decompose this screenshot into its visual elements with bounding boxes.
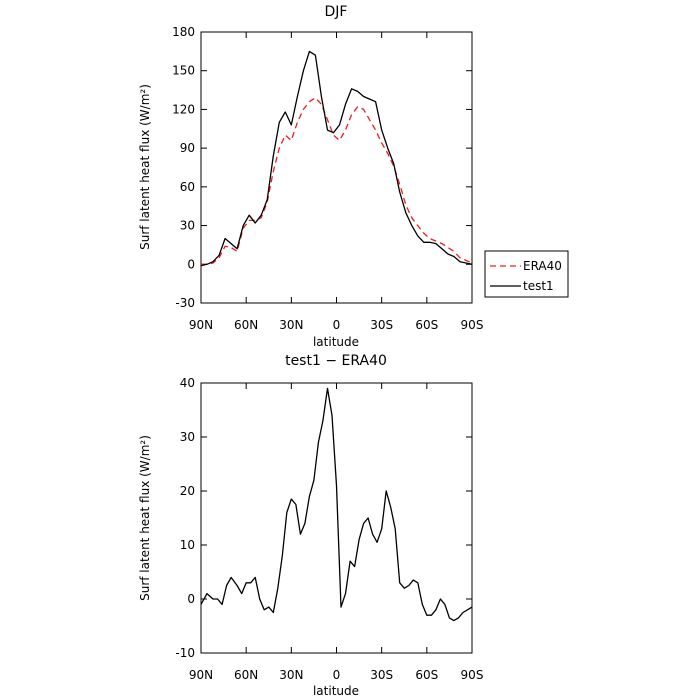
x-axis-label: latitude xyxy=(313,684,359,698)
x-tick-label: 30N xyxy=(279,668,303,682)
difference-panel: test1 − ERA40 -10 0 10 20 30 40 90N 60N 30N 0 30S… xyxy=(138,353,483,698)
y-tick-label: 0 xyxy=(187,592,195,606)
x-tick-label: 90S xyxy=(461,318,484,332)
y-tick-label: 30 xyxy=(180,219,195,233)
x-tick-label: 60S xyxy=(415,668,438,682)
series-line-test1 xyxy=(200,50,473,267)
legend: ERA40 test1 xyxy=(484,250,569,298)
plot-frame xyxy=(200,31,473,304)
x-axis-label: latitude xyxy=(313,335,359,349)
y-tick-label: 10 xyxy=(180,538,195,552)
x-tick-label: 0 xyxy=(333,318,341,332)
x-tick-label: 30S xyxy=(370,318,393,332)
x-tick-label: 60S xyxy=(415,318,438,332)
legend-label-test1: test1 xyxy=(523,279,554,293)
x-axis: 90N 60N 30N 0 30S 60S 90S xyxy=(189,383,484,682)
y-axis-label: Surf latent heat flux (W/m²) xyxy=(138,84,152,250)
x-tick-label: 60N xyxy=(234,318,258,332)
series-layer xyxy=(200,50,473,267)
y-axis: -10 0 10 20 30 40 xyxy=(175,376,472,660)
chart-title: DJF xyxy=(325,4,348,20)
x-tick-label: 90S xyxy=(461,668,484,682)
y-tick-label: 30 xyxy=(180,430,195,444)
y-tick-label: 0 xyxy=(187,257,195,271)
y-tick-label: 40 xyxy=(180,376,195,390)
y-tick-label: 150 xyxy=(172,64,195,78)
series-line-era40 xyxy=(201,97,473,265)
legend-label-era40: ERA40 xyxy=(523,259,562,273)
y-tick-label: 90 xyxy=(180,141,195,155)
x-tick-label: 0 xyxy=(333,668,341,682)
series-layer xyxy=(200,387,473,622)
plot-frame xyxy=(200,382,473,654)
x-axis: 90N 60N 30N 0 30S 60S 90S xyxy=(189,32,484,332)
y-tick-label: -30 xyxy=(175,296,195,310)
y-tick-label: -10 xyxy=(175,646,195,660)
y-tick-label: 20 xyxy=(180,484,195,498)
x-tick-label: 90N xyxy=(189,318,213,332)
y-axis-label: Surf latent heat flux (W/m²) xyxy=(138,435,152,601)
y-tick-label: 180 xyxy=(172,25,195,39)
x-tick-label: 30N xyxy=(279,318,303,332)
x-tick-label: 30S xyxy=(370,668,393,682)
y-tick-label: 60 xyxy=(180,180,195,194)
legend-box xyxy=(484,250,569,298)
x-tick-label: 60N xyxy=(234,668,258,682)
series-line-difference xyxy=(200,387,473,622)
chart-title: test1 − ERA40 xyxy=(285,353,387,369)
y-tick-label: 120 xyxy=(172,102,195,116)
x-tick-label: 90N xyxy=(189,668,213,682)
y-axis: -30 0 30 60 90 120 150 180 xyxy=(172,25,472,310)
djf-panel: DJF -30 0 30 60 90 120 150 180 90N 60N 30N 0 30S 60S… xyxy=(138,4,569,349)
